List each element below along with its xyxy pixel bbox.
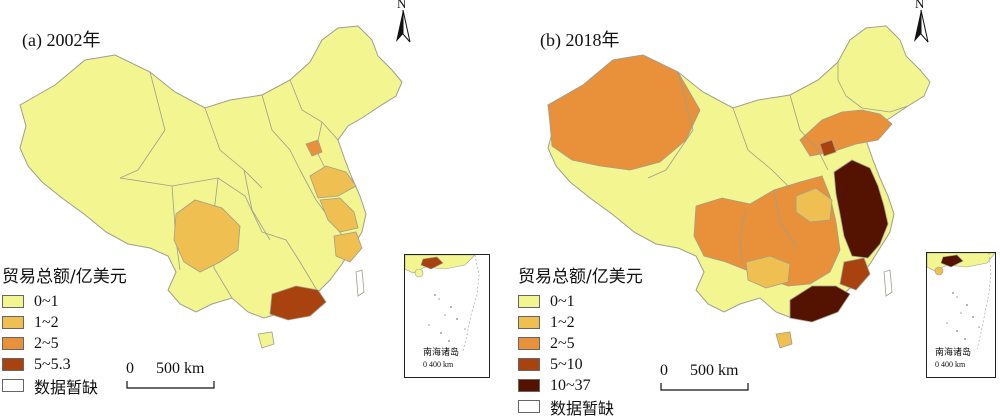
region-taiwan-2002: [355, 269, 365, 297]
north-arrow: N: [910, 0, 932, 49]
scale-label: 500 km: [690, 362, 739, 379]
legend-swatch: [518, 379, 540, 392]
islands: [946, 292, 980, 340]
legend-item: 1~2: [2, 312, 127, 333]
inset-scale: 0 400 km: [935, 360, 966, 369]
legend-2002: 贸易总额/亿美元 0~1 1~2 2~5 5~5.3 数据暂缺: [2, 262, 127, 397]
province-borders: [647, 71, 829, 263]
legend-item: 5~10: [518, 354, 643, 375]
scale-bar-line: [126, 381, 215, 389]
region-zhejiang-2002: [333, 231, 363, 263]
legend-label: 5~5.3: [34, 355, 71, 373]
region-eastcoast-2018: [833, 159, 889, 259]
legend-label: 1~2: [550, 313, 575, 331]
legend-label: 10~37: [550, 376, 591, 394]
legend-swatch: [2, 295, 24, 308]
inset-scale: 0 400 km: [423, 360, 454, 369]
region-hainan-2002: [257, 331, 275, 349]
legend-label: 数据暂缺: [550, 398, 615, 418]
legend-swatch: [2, 379, 24, 392]
region-xinjiang-2018: [547, 54, 701, 171]
legend-item: 0~1: [2, 291, 127, 312]
legend-title: 贸易总额/亿美元: [2, 267, 127, 287]
region-northeast-2018: [837, 25, 931, 113]
scale-bar-line: [660, 383, 749, 391]
legend-swatch: [518, 295, 540, 308]
china-outline: [19, 25, 403, 319]
region-beijing-2018: [819, 139, 837, 157]
legend-title: 贸易总额/亿美元: [518, 267, 643, 287]
region-guangdong-2002: [269, 285, 327, 321]
legend-swatch: [518, 358, 540, 371]
scale-label: 500 km: [156, 360, 205, 377]
legend-item: 10~37: [518, 375, 643, 396]
inset-map: [927, 253, 995, 350]
legend-swatch: [2, 337, 24, 350]
legend-swatch: [518, 316, 540, 329]
legend-item: 2~5: [2, 333, 127, 354]
north-label: N: [915, 0, 925, 11]
region-henan-2018: [795, 187, 833, 223]
south-china-sea-inset: 南海诸岛 0 400 km: [926, 252, 996, 378]
legend-swatch: [518, 337, 540, 350]
legend-item-nodata: 数据暂缺: [2, 375, 127, 397]
north-label: N: [397, 0, 407, 11]
legend-label: 2~5: [550, 334, 575, 352]
legend-label: 5~10: [550, 355, 583, 373]
panel-title: (a) 2002年: [22, 30, 101, 50]
legend-label: 0~1: [550, 292, 575, 310]
panel-title: (b) 2018年: [540, 30, 620, 50]
inset-label: 南海诸岛: [423, 348, 460, 358]
panel-2018: (b) 2018年 N 贸易总额/亿美元 0~1 1~2 2~5 5~10 10…: [500, 0, 1000, 418]
region-beijing-2002: [305, 139, 323, 157]
region-guangdong-2018: [789, 285, 851, 323]
legend-label: 1~2: [34, 313, 59, 331]
legend-item: 5~5.3: [2, 354, 127, 375]
legend-item-nodata: 数据暂缺: [518, 396, 643, 418]
panel-2002: (a) 2002年 N 贸易总额/亿美元 0~1 1~2 2~5 5~5.3 数…: [0, 0, 500, 402]
north-arrow-icon: [396, 9, 411, 43]
inset-map: [405, 255, 480, 352]
legend-swatch: [2, 358, 24, 371]
islands: [428, 294, 466, 342]
scale-zero: 0: [126, 360, 134, 377]
scale-zero: 0: [660, 362, 668, 379]
legend-2018: 贸易总额/亿美元 0~1 1~2 2~5 5~10 10~37 数据暂缺: [518, 262, 643, 418]
region-hainan-2018: [775, 331, 793, 349]
legend-item: 1~2: [518, 312, 643, 333]
legend-label: 2~5: [34, 334, 59, 352]
china-map-2002: [19, 25, 403, 349]
legend-item: 0~1: [518, 291, 643, 312]
region-fujian-2018: [839, 257, 871, 291]
region-sichuan-2002: [173, 199, 241, 273]
south-china-sea-inset: 南海诸岛 0 400 km: [404, 254, 490, 378]
inset-label: 南海诸岛: [935, 348, 972, 358]
region-shandong-2002: [309, 165, 357, 199]
north-arrow-icon: [914, 9, 929, 43]
north-arrow: N: [392, 0, 414, 49]
scale-bar: 0 500 km: [660, 362, 749, 391]
legend-swatch: [2, 316, 24, 329]
region-guangxi-2018: [745, 255, 791, 289]
scale-bar: 0 500 km: [126, 360, 215, 389]
legend-item: 2~5: [518, 333, 643, 354]
region-taiwan-2018: [883, 269, 893, 297]
china-map-2018: [547, 25, 931, 349]
region-jiangsu-2002: [319, 197, 359, 233]
legend-label: 数据暂缺: [34, 377, 99, 397]
legend-label: 0~1: [34, 292, 59, 310]
